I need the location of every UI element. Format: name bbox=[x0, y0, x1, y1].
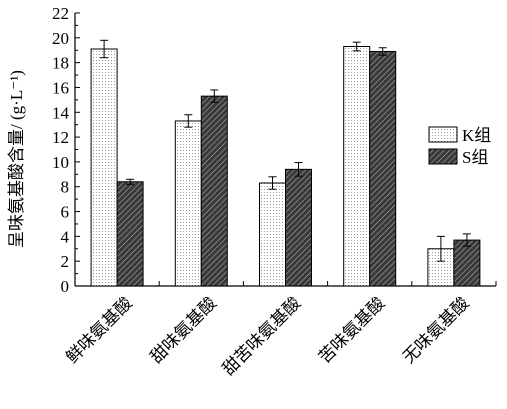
legend-label-s: S组 bbox=[462, 148, 488, 167]
y-axis-title: 呈味氨基酸含量/ (g·L⁻¹) bbox=[7, 70, 26, 248]
y-tick-label: 22 bbox=[52, 4, 69, 23]
legend-swatch-k bbox=[428, 126, 458, 143]
y-tick-label: 8 bbox=[61, 178, 70, 197]
legend-swatch-s bbox=[428, 148, 458, 165]
category-label: 甜苦味氨基酸 bbox=[219, 293, 305, 379]
y-tick-label: 10 bbox=[52, 153, 69, 172]
error-bars bbox=[100, 39, 471, 262]
y-tick-label: 12 bbox=[52, 128, 69, 147]
bar-s-3 bbox=[369, 50, 397, 287]
y-tick-label: 0 bbox=[61, 277, 70, 296]
y-tick-label: 14 bbox=[52, 103, 70, 122]
bars bbox=[90, 46, 481, 287]
category-label: 甜味氨基酸 bbox=[147, 293, 221, 367]
y-tick-label: 16 bbox=[52, 78, 69, 97]
bar-k-2 bbox=[259, 182, 286, 287]
category-label: 苦味氨基酸 bbox=[315, 293, 389, 367]
bar-k-1 bbox=[174, 120, 202, 287]
bar-s-2 bbox=[285, 168, 312, 287]
category-label: 无味氨基酸 bbox=[399, 293, 473, 367]
category-label: 鲜味氨基酸 bbox=[62, 293, 136, 367]
y-tick-label: 4 bbox=[61, 227, 70, 246]
legend-label-k: K组 bbox=[462, 126, 491, 145]
y-axis-ticks: 0 2 4 6 8 10 12 14 16 18 20 22 bbox=[52, 4, 80, 296]
y-tick-label: 18 bbox=[52, 54, 69, 73]
bar-k-3 bbox=[343, 46, 371, 287]
y-tick-label: 6 bbox=[61, 203, 70, 222]
bar-s-0 bbox=[116, 181, 144, 287]
bar-s-1 bbox=[200, 95, 228, 287]
bar-s-4 bbox=[453, 239, 481, 287]
y-tick-label: 2 bbox=[61, 252, 70, 271]
bar-k-0 bbox=[90, 48, 118, 287]
legend: K组 S组 bbox=[428, 126, 491, 167]
y-tick-label: 20 bbox=[52, 29, 69, 48]
